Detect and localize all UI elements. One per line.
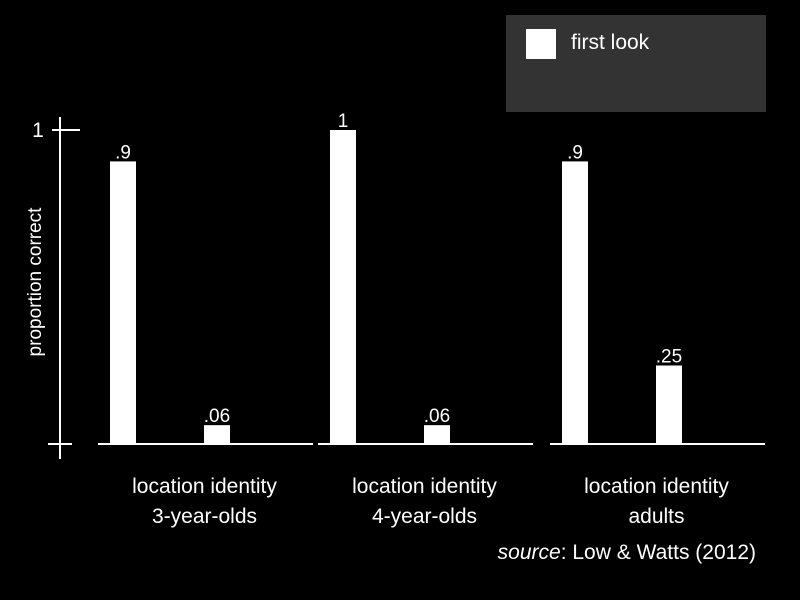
bar: [656, 365, 682, 444]
bar: [330, 130, 356, 444]
y-axis-label: proportion correct: [25, 207, 46, 357]
bar-value-label: .06: [424, 406, 450, 427]
bar-value-label: 1: [338, 111, 349, 132]
legend-swatch-first-look: [526, 29, 556, 59]
source-text: : Low & Watts (2012): [560, 541, 756, 564]
source-prefix: source: [497, 541, 561, 564]
bar-value-label: .06: [204, 406, 230, 427]
bar: [110, 161, 136, 444]
x-group-label: 4-year-olds: [372, 505, 477, 528]
bar-value-label: .25: [656, 347, 682, 368]
source-citation: source: Low & Watts (2012): [498, 541, 756, 565]
legend: first look: [506, 15, 766, 112]
bar-value-label: .9: [115, 142, 131, 163]
bar: [204, 425, 230, 444]
x-group-label: 3-year-olds: [152, 505, 257, 528]
bar: [424, 425, 450, 444]
bar-value-label: .9: [567, 142, 583, 163]
x-group-label: adults: [628, 505, 684, 528]
x-category-labels: location identity: [132, 475, 277, 498]
y-tick-label: 1: [32, 119, 44, 142]
bar: [562, 161, 588, 444]
x-category-labels: location identity: [352, 475, 497, 498]
x-category-labels: location identity: [584, 475, 729, 498]
legend-label-first-look: first look: [571, 31, 650, 54]
